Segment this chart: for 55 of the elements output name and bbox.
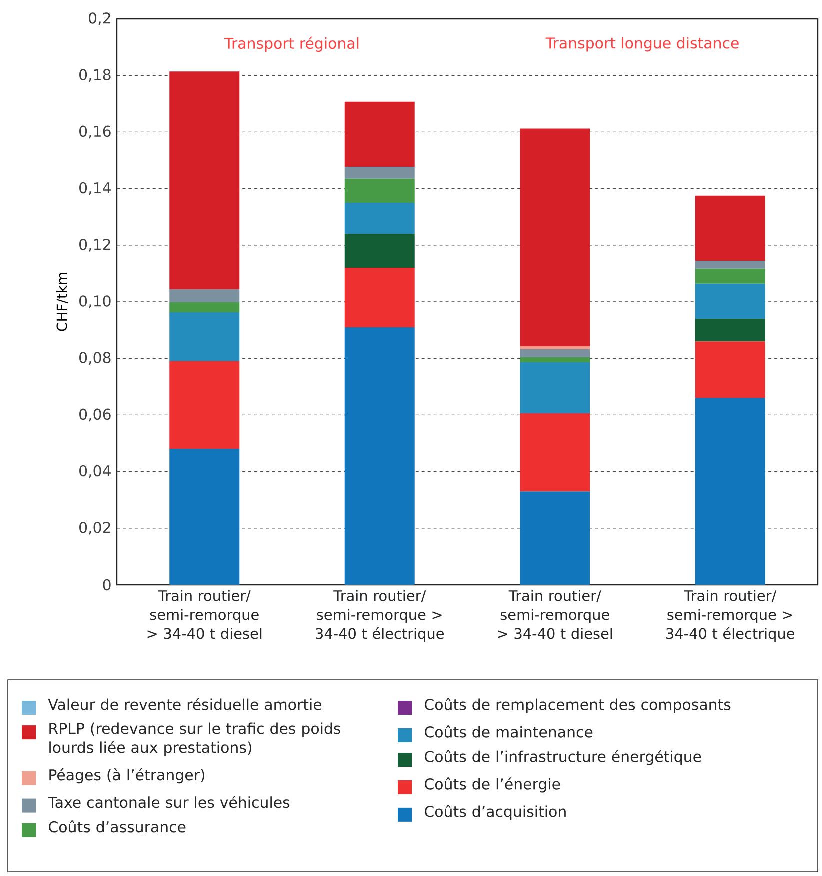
bar [695,284,766,319]
x-tick-label: Train routier/ semi-remorque > 34-40 t électrique [316,590,444,642]
bar [344,268,415,328]
legend-label: Coûts de maintenance [425,726,593,738]
legend-label: Coûts de l’énergie [425,778,560,793]
bar [170,312,240,362]
bar [170,361,240,450]
bar [695,260,766,269]
bar [520,413,590,492]
bar [344,327,415,585]
bar [170,72,240,290]
bar [695,342,766,398]
bar [520,357,590,363]
y-tick-label: 0,12 [80,238,110,252]
legend-label: Coûts d’acquisition [425,805,566,820]
bar [520,362,590,414]
x-tick-label: Train routier/ semi-remorque > 34-40 t diesel [498,590,612,640]
bar [344,178,415,203]
legend-label: Valeur de revente résiduelle amortie [48,698,322,710]
bar [170,302,240,312]
bar [344,167,415,179]
legend-label: Péages (à l’étranger) [50,768,205,784]
bar [695,268,766,284]
bar [695,196,766,261]
legend-label: Coûts d’assurance [49,820,186,833]
legend-label: RPLP (redevance sur le trafic des poids lourds liée aux prestations) [50,722,341,756]
bar [344,102,415,167]
bar [695,398,766,585]
y-tick-label: 0,2 [89,12,110,26]
y-tick-label: 0,18 [80,69,111,82]
annotation: Transport longue distance [546,37,739,52]
y-axis-title: CHF/tkm [56,273,68,332]
y-tick-label: 0,02 [80,522,110,535]
bar [695,318,766,342]
bar [520,350,590,358]
bar [344,202,415,234]
x-tick-label: Train routier/ semi-remorque > 34-40 t électrique [666,590,795,642]
bar [520,492,590,585]
legend-label: Coûts de l’infrastructure énergétique [425,750,702,766]
y-tick-label: 0,06 [80,408,111,422]
annotation: Transport régional [224,36,359,52]
y-tick-label: 0,14 [80,182,111,196]
bar [170,290,240,303]
bar [520,128,590,347]
bar [170,449,240,585]
bar [344,234,415,268]
y-tick-label: 0,10 [80,296,111,308]
y-tick-label: 0,08 [80,352,111,365]
x-tick-label: Train routier/ semi-remorque > 34-40 t diesel [148,590,262,640]
y-tick-label: 0,04 [80,465,111,478]
legend-label: Coûts de remplacement des composants [425,698,731,714]
bar [520,346,590,350]
legend-label: Taxe cantonale sur les véhicules [48,796,290,808]
y-tick-label: 0 [103,579,111,591]
y-tick-label: 0,16 [80,126,111,139]
